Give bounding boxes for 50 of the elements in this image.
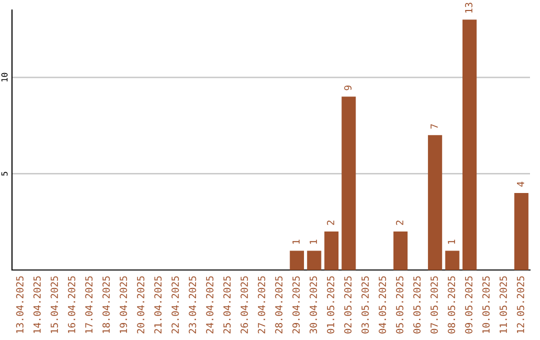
- bar: [290, 250, 304, 270]
- data-label: 9: [344, 86, 352, 90]
- x-tick-label: 04.05.2025: [378, 276, 386, 334]
- x-tick-label: 05.05.2025: [396, 276, 404, 334]
- x-tick-label: 14.04.2025: [33, 276, 41, 333]
- data-label: 13: [465, 2, 472, 13]
- bar: [428, 135, 442, 270]
- x-tick-label: 19.04.2025: [120, 276, 128, 333]
- x-tick-label: 01.05.2025: [326, 276, 334, 334]
- x-tick-label: 12.05.2025: [516, 276, 524, 333]
- bar: [445, 250, 460, 270]
- x-tick-label: 29.04.2025: [292, 276, 300, 334]
- data-label: 4: [516, 182, 524, 187]
- x-tick-label: 07.05.2025: [430, 276, 438, 334]
- x-tick-label: 18.04.2025: [102, 276, 110, 333]
- x-tick-label: 30.04.2025: [310, 276, 318, 334]
- x-tick-label: 16.04.2025: [68, 276, 76, 333]
- bar: [514, 192, 528, 270]
- bar: [342, 96, 356, 270]
- bar: [324, 231, 339, 270]
- data-label: 1: [448, 240, 456, 244]
- data-label: 1: [292, 240, 300, 244]
- y-tick-label: 10: [1, 72, 8, 82]
- data-label: 2: [396, 220, 404, 225]
- x-tick-label: 22.04.2025: [172, 276, 179, 334]
- x-tick-label: 26.04.2025: [240, 276, 248, 334]
- x-tick-label: 28.04.2025: [275, 276, 282, 334]
- data-label: 1: [310, 240, 317, 244]
- x-tick-label: 03.05.2025: [361, 276, 369, 334]
- x-tick-label: 23.04.2025: [188, 276, 196, 334]
- x-tick-label: 27.04.2025: [258, 276, 266, 334]
- x-tick-label: 06.05.2025: [413, 276, 421, 334]
- x-tick-label: 15.04.2025: [50, 276, 58, 333]
- y-tick-label: 5: [1, 172, 8, 176]
- bar: [307, 250, 322, 270]
- x-tick-label: 11.05.2025: [500, 276, 507, 333]
- x-tick-label: 13.04.2025: [16, 276, 24, 333]
- x-tick-label: 09.05.2025: [465, 276, 472, 334]
- x-tick-label: 21.04.2025: [154, 276, 162, 334]
- x-tick-label: 02.05.2025: [344, 276, 352, 334]
- x-tick-label: 17.04.2025: [85, 276, 93, 333]
- bar: [462, 20, 477, 270]
- x-tick-label: 10.05.2025: [482, 276, 490, 333]
- x-tick-label: 24.04.2025: [206, 276, 214, 334]
- x-tick-label: 20.04.2025: [136, 276, 144, 334]
- x-tick-label: 25.04.2025: [223, 276, 231, 334]
- x-tick-label: 08.05.2025: [448, 276, 456, 334]
- data-label: 2: [326, 220, 334, 225]
- bar: [393, 231, 408, 270]
- data-label: 7: [430, 124, 438, 129]
